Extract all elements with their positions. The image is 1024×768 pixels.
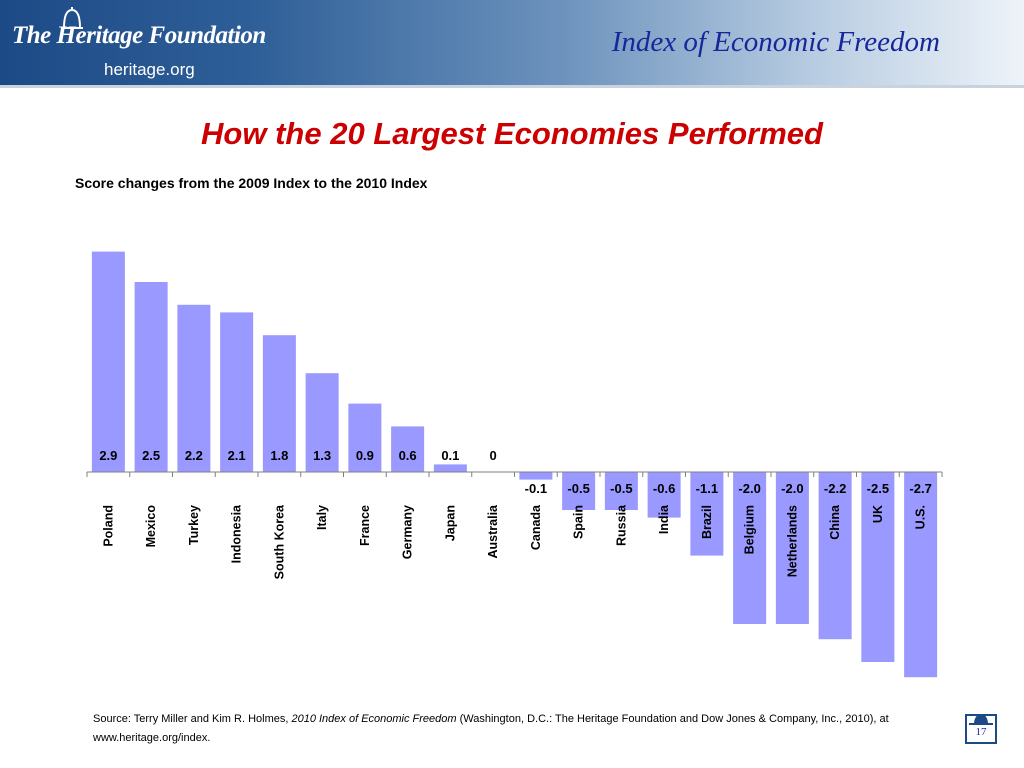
data-label: 0.1 (441, 448, 459, 463)
data-label: 1.3 (313, 448, 331, 463)
source-title: 2010 Index of Economic Freedom (291, 713, 457, 725)
heritage-bell-badge-icon (965, 714, 997, 744)
bar (519, 472, 553, 480)
bar (733, 472, 767, 624)
header-title: Index of Economic Freedom (611, 26, 940, 58)
data-label: 2.1 (228, 448, 246, 463)
category-label: Turkey (187, 505, 201, 545)
category-label: Mexico (144, 505, 158, 548)
bar (775, 472, 809, 624)
source-note: Source: Terry Miller and Kim R. Holmes, … (93, 710, 893, 748)
source-suffix: (Washington, D.C.: The Heritage Foundati… (93, 713, 889, 744)
header-divider (0, 85, 1024, 88)
category-label: Poland (101, 505, 115, 547)
bar (562, 472, 596, 510)
bar (262, 335, 296, 472)
category-label: Spain (572, 505, 586, 539)
source-prefix: Source: Terry Miller and Kim R. Holmes, (93, 713, 292, 725)
bar (391, 426, 425, 472)
data-label: -0.5 (610, 481, 632, 496)
bar (305, 373, 339, 472)
data-label: 0 (490, 448, 497, 463)
category-label: Japan (443, 505, 457, 541)
bar (690, 472, 724, 556)
data-label: 0.6 (399, 448, 417, 463)
bar (818, 472, 852, 640)
data-label: -2.5 (867, 481, 889, 496)
category-label: Indonesia (230, 504, 244, 563)
data-label: 1.8 (270, 448, 288, 463)
category-label: Canada (529, 504, 543, 550)
chart-subtitle: Score changes from the 2009 Index to the… (75, 175, 428, 191)
bar (904, 472, 938, 678)
page-number: 17 (975, 726, 987, 738)
data-label: -1.1 (696, 481, 718, 496)
category-label: Germany (401, 505, 415, 559)
category-label: UK (871, 505, 885, 523)
data-label: -0.1 (525, 481, 547, 496)
data-label: -2.0 (781, 481, 803, 496)
data-label: -2.2 (824, 481, 846, 496)
bar (861, 472, 895, 662)
bar (177, 304, 211, 472)
category-label: Netherlands (785, 505, 799, 577)
bar (91, 251, 125, 472)
category-label: Italy (315, 505, 329, 530)
category-label: South Korea (272, 504, 286, 579)
category-label: India (657, 504, 671, 534)
data-label: 2.9 (99, 448, 117, 463)
category-label: Russia (614, 504, 628, 546)
logo-site-url: heritage.org (104, 60, 195, 79)
slide-title: How the 20 Largest Economies Performed (201, 116, 823, 151)
bar (134, 282, 168, 472)
data-label: -2.7 (909, 481, 931, 496)
bar (433, 464, 467, 472)
liberty-bell-icon (61, 7, 83, 29)
data-label: 2.5 (142, 448, 160, 463)
logo-wordmark: The Heritage Foundation (12, 22, 266, 49)
data-label: -2.0 (738, 481, 760, 496)
bar (647, 472, 681, 518)
data-label: 2.2 (185, 448, 203, 463)
category-label: China (828, 504, 842, 540)
data-label: -0.6 (653, 481, 675, 496)
category-label: U.S. (914, 505, 928, 529)
bar (348, 403, 382, 472)
data-label: 0.9 (356, 448, 374, 463)
category-label: France (358, 505, 372, 546)
category-label: Belgium (743, 505, 757, 554)
bar (604, 472, 638, 510)
data-label: -0.5 (567, 481, 589, 496)
bar (220, 312, 254, 472)
category-label: Australia (486, 504, 500, 559)
category-label: Brazil (700, 505, 714, 539)
header-banner (0, 0, 1024, 85)
